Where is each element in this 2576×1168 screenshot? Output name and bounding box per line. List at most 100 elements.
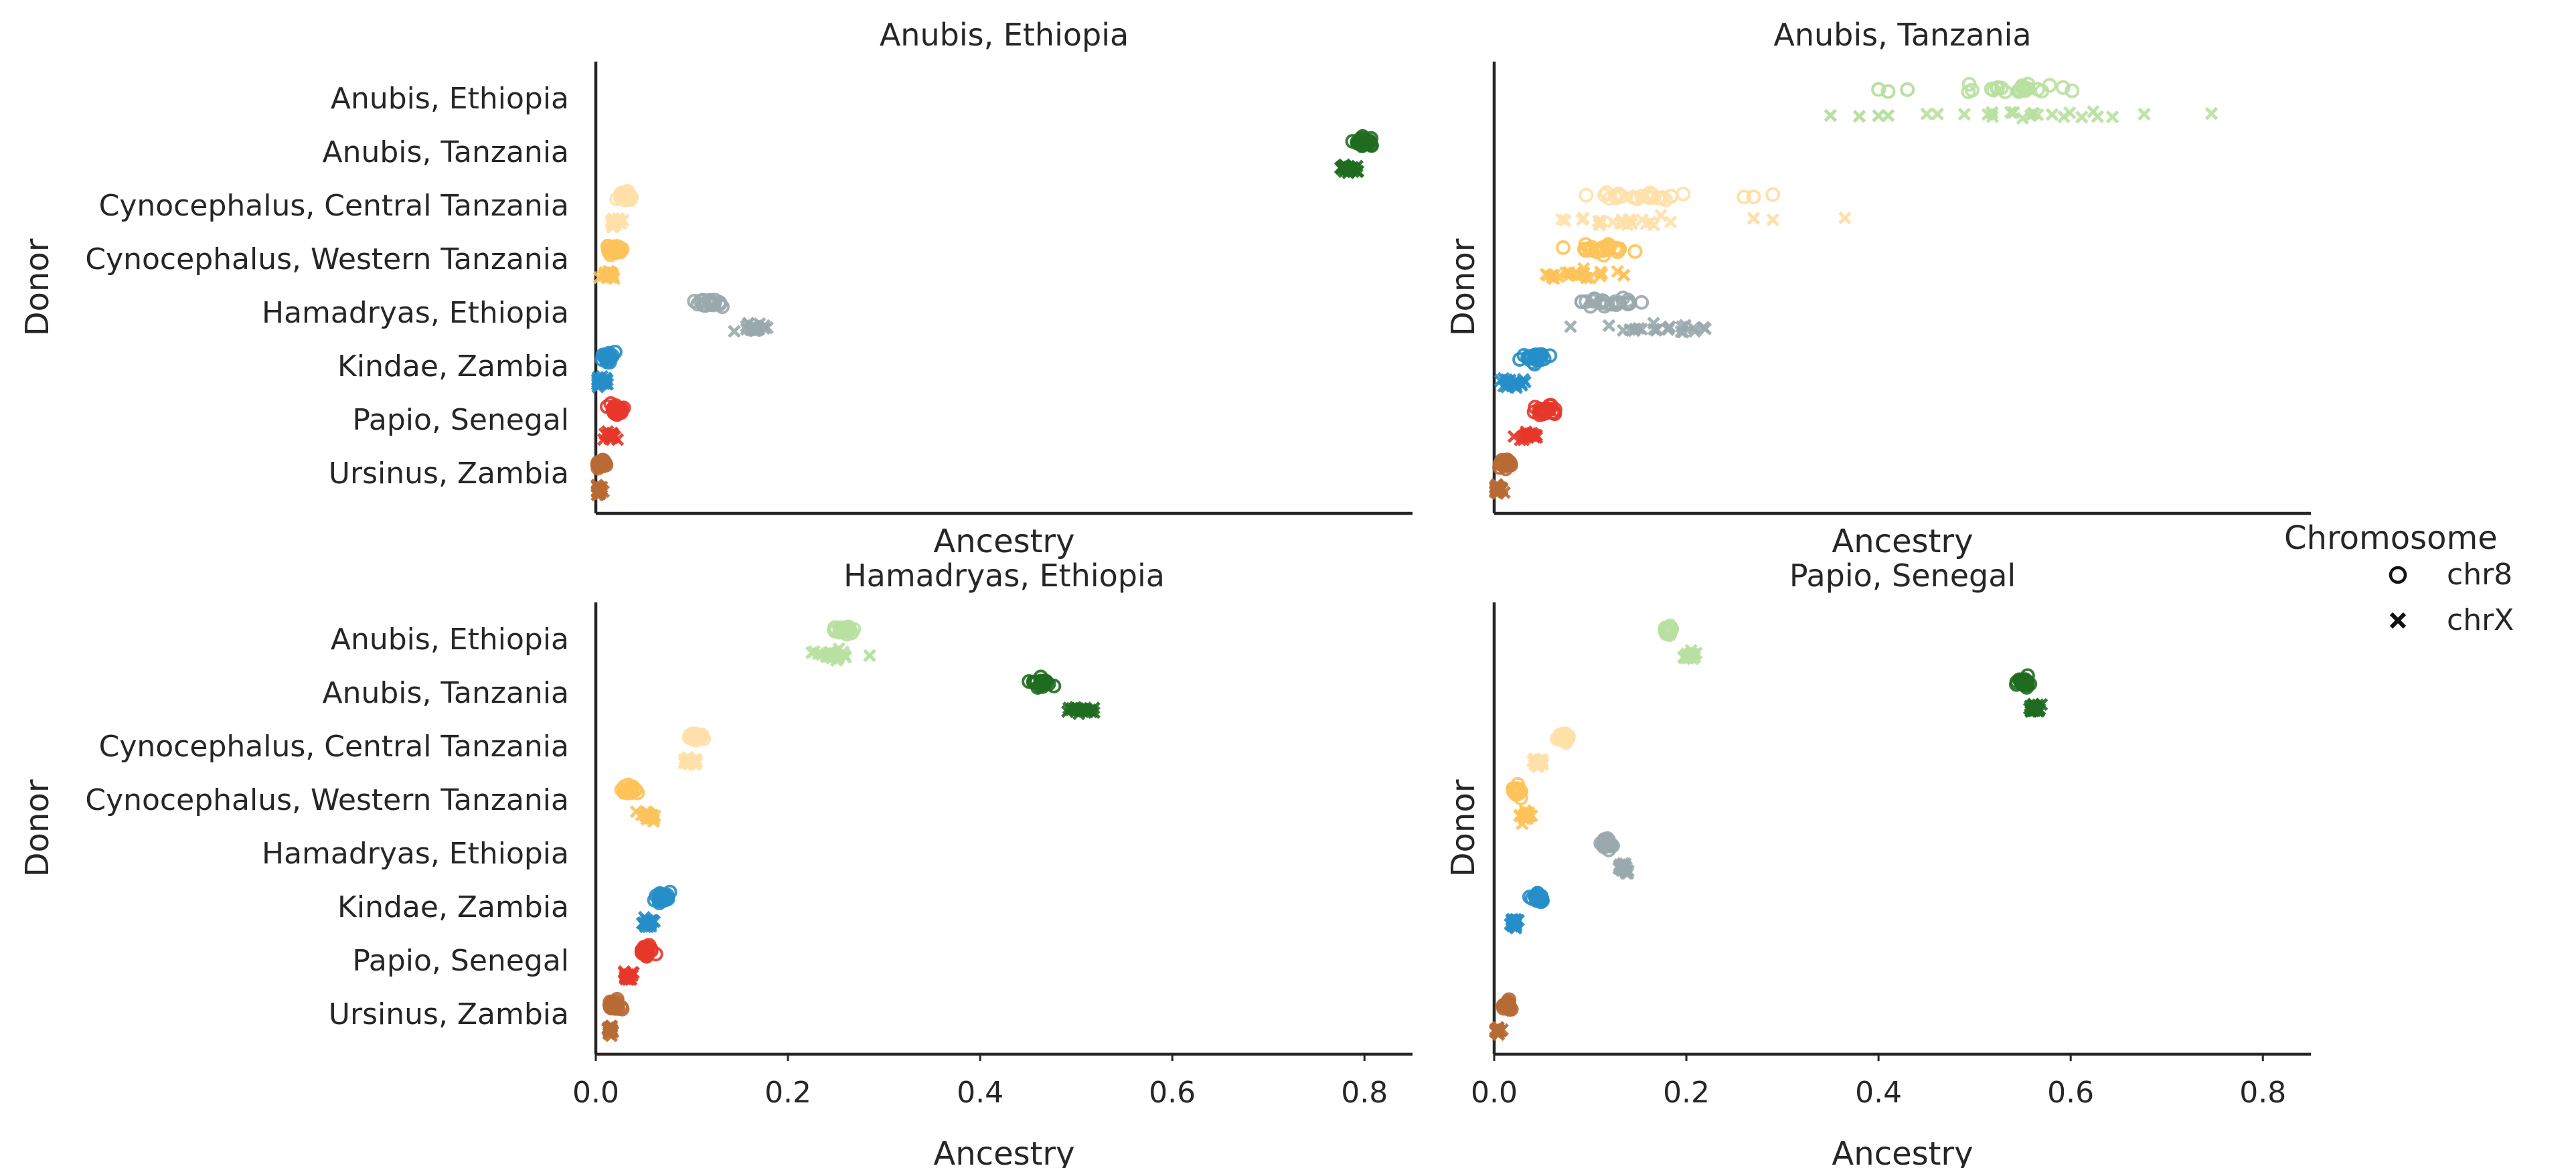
chr8-point: [1765, 187, 1781, 202]
y-tick-label: Cynocephalus, Western Tanzania: [85, 783, 569, 817]
chr8-point: [605, 996, 620, 1011]
chrX-point: [1500, 373, 1514, 387]
chrX-point: [606, 214, 620, 228]
chrX-point: [688, 754, 702, 768]
chrX-point: [1696, 321, 1710, 334]
chr8-point: [692, 728, 708, 743]
chrX-point: [1342, 163, 1355, 177]
chr8-point: [1900, 82, 1915, 97]
chrX-point: [1593, 218, 1607, 232]
x-tick-label: 0.0: [1471, 1076, 1518, 1110]
chrX-point: [2075, 110, 2089, 124]
x-tick-label: 0.2: [764, 1076, 811, 1110]
chrX-point: [2138, 107, 2151, 121]
chrX-point: [1583, 271, 1597, 285]
chrX-point: [594, 483, 608, 497]
chr8-point: [2034, 84, 2050, 99]
chr8-point: [687, 294, 702, 309]
chr8-point: [1676, 186, 1691, 201]
chr8-point: [613, 405, 629, 420]
y-axis-label: Donor: [1445, 238, 1482, 336]
chrX-point: [638, 918, 652, 932]
chrX-point: [805, 646, 819, 659]
chrX-point: [1617, 268, 1631, 282]
chr8-point: [599, 351, 615, 366]
chr8-point: [1522, 349, 1537, 364]
chrX-point: [1595, 267, 1609, 280]
chrX-point: [1616, 323, 1630, 337]
chr8-point: [1601, 242, 1616, 258]
chrX-point: [1824, 108, 1838, 122]
x-tick-label: 0.8: [1341, 1076, 1388, 1110]
chr8-point: [1533, 894, 1548, 910]
chrX-point: [1920, 107, 1933, 120]
chrX-point: [1677, 651, 1690, 664]
chr8-point: [612, 241, 627, 256]
chr8-point: [1984, 81, 1999, 96]
y-tick-label: Cynocephalus, Central Tanzania: [99, 189, 569, 223]
chrX-point: [2105, 110, 2119, 124]
chr8-point: [1558, 735, 1574, 750]
chrX-point: [1575, 213, 1589, 227]
chr8-point: [1961, 76, 1977, 92]
chr8-point: [2055, 80, 2071, 95]
chr8-point: [621, 186, 637, 201]
y-tick-label: Anubis, Tanzania: [323, 676, 570, 710]
chr8-point: [1634, 295, 1649, 310]
chrX-point: [2007, 106, 2020, 119]
panel-title: Hamadryas, Ethiopia: [843, 558, 1165, 594]
x-tick-label: 0.4: [957, 1076, 1003, 1110]
legend-label: chr8: [2447, 558, 2512, 592]
chr8-point: [1352, 135, 1368, 150]
facet-panel-3: Hamadryas, Ethiopia Anubis, Ethiopia Anubi…: [19, 558, 1413, 1168]
chrX-point: [1624, 214, 1637, 227]
chr8-point: [594, 458, 609, 473]
y-axis-label: Donor: [19, 779, 56, 877]
chr8-point: [639, 941, 654, 956]
chr8-point: [617, 784, 633, 800]
chrX-point: [1931, 107, 1944, 121]
chrX-point: [648, 809, 662, 823]
chr8-point: [1030, 680, 1046, 695]
chr8-point: [837, 624, 853, 639]
y-tick-label: Kindae, Zambia: [337, 890, 569, 924]
chr8-point: [1558, 726, 1573, 742]
x-tick-label: 0.8: [2239, 1076, 2286, 1110]
x-axis-label: Ancestry: [1832, 1135, 1973, 1168]
x-axis-label: Ancestry: [933, 523, 1074, 560]
chrX-point: [641, 805, 655, 819]
chrX-point: [1675, 320, 1689, 334]
chrX-point: [629, 805, 643, 819]
chrX-point: [2204, 106, 2219, 120]
y-tick-label: Anubis, Ethiopia: [331, 82, 569, 116]
y-tick-label: Ursinus, Zambia: [329, 997, 569, 1031]
y-tick-label: Cynocephalus, Central Tanzania: [99, 730, 569, 764]
chrX-point: [1957, 107, 1971, 121]
chrX-point: [1564, 320, 1577, 333]
y-tick-label: Hamadryas, Ethiopia: [262, 296, 569, 330]
chrX-point: [1647, 317, 1660, 330]
chrX-point: [863, 649, 876, 663]
chrX-point: [1852, 110, 1866, 123]
chr8-point: [1532, 347, 1547, 363]
x-tick-label: 0.0: [572, 1076, 619, 1110]
chrX-point: [2016, 111, 2030, 125]
facet-panel-4: Papio, Senegal Donor 0.0 0.2 0.4 0.6 0.8 Ancest…: [1445, 558, 2311, 1168]
chrX-point: [740, 323, 753, 336]
y-tick-label: Ursinus, Zambia: [329, 456, 569, 491]
chr8-point: [1574, 294, 1589, 309]
chrX-point: [1489, 1025, 1502, 1039]
legend-marker-x-icon: [2389, 612, 2407, 629]
chrX-point: [604, 1024, 618, 1038]
chrX-point: [1490, 485, 1504, 499]
chrX-point: [2057, 110, 2071, 124]
chrX-point: [1747, 212, 1761, 225]
x-tick-label: 0.6: [1149, 1076, 1196, 1110]
chr8-point: [2020, 81, 2036, 96]
y-axis-label: Donor: [1445, 779, 1482, 877]
chr8-point: [715, 299, 730, 315]
chrX-point: [2091, 110, 2105, 123]
chrX-point: [1662, 320, 1676, 334]
chr8-point: [2020, 76, 2036, 92]
